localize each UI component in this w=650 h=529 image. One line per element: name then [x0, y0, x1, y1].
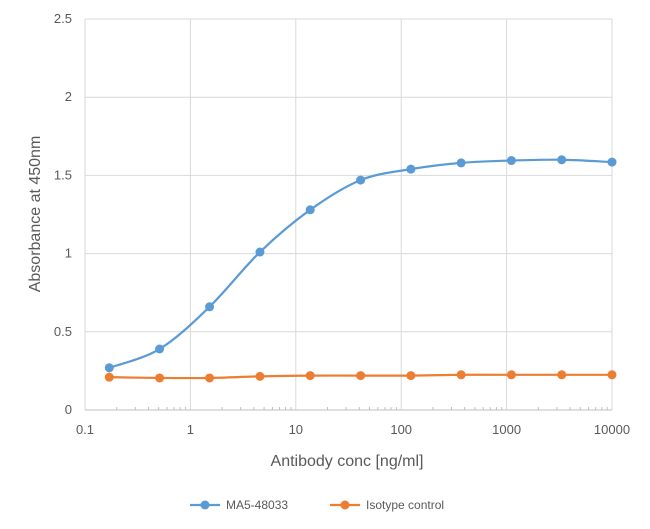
data-point: [104, 363, 114, 373]
data-point: [205, 302, 215, 312]
y-tick-label: 2: [65, 89, 72, 104]
data-point: [104, 372, 114, 382]
x-tick-label: 1000: [492, 422, 521, 437]
y-tick-label: 0: [65, 402, 72, 417]
data-point: [456, 158, 466, 168]
x-axis-label: Antibody conc [ng/ml]: [271, 453, 424, 470]
series-layer: [104, 155, 617, 383]
x-tick-label: 100: [390, 422, 412, 437]
data-point: [255, 371, 265, 381]
data-point: [205, 373, 215, 383]
y-tick-label: 1.5: [54, 167, 72, 182]
series-2: [104, 370, 617, 383]
data-point: [406, 371, 416, 381]
data-point: [607, 370, 617, 380]
data-point: [356, 175, 366, 185]
data-point: [155, 344, 165, 354]
y-tick-labels: 0 0.5 1 1.5 2 2.5: [54, 11, 72, 417]
legend-swatch-marker: [340, 500, 350, 510]
x-tick-label: 1: [187, 422, 194, 437]
legend: MA5-48033 Isotype control: [190, 498, 444, 512]
legend-label: MA5-48033: [226, 498, 288, 512]
data-point: [557, 155, 567, 165]
data-point: [506, 156, 516, 166]
data-point: [406, 164, 416, 174]
y-axis-label: Absorbance at 450nm: [27, 136, 44, 293]
data-point: [305, 371, 315, 381]
x-tick-labels: 0.1 1 10 100 1000 10000: [76, 422, 630, 437]
data-point: [305, 205, 315, 215]
data-point: [607, 157, 617, 167]
data-point: [456, 370, 466, 380]
gridlines: [84, 18, 613, 411]
legend-swatch-marker: [200, 500, 210, 510]
x-tick-label: 0.1: [76, 422, 94, 437]
y-tick-label: 2.5: [54, 11, 72, 26]
y-tick-label: 0.5: [54, 324, 72, 339]
x-tick-label: 10000: [594, 422, 630, 437]
x-tick-label: 10: [289, 422, 303, 437]
data-point: [155, 373, 165, 383]
y-tick-label: 1: [65, 246, 72, 261]
data-point: [557, 370, 567, 380]
series-1: [104, 155, 617, 373]
data-point: [255, 247, 265, 257]
legend-label: Isotype control: [366, 498, 444, 512]
axes: [85, 407, 612, 411]
data-point: [506, 370, 516, 380]
series-line: [108, 158, 613, 369]
data-point: [356, 371, 366, 381]
